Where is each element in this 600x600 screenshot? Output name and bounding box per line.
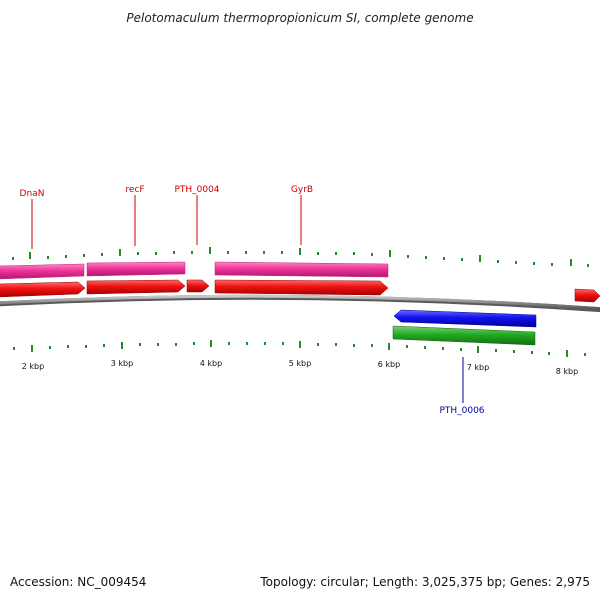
cds-arrow-pth-0004[interactable] — [186, 279, 210, 293]
tick-label-6kbp: 6 kbp — [378, 360, 400, 369]
tick-label-7kbp: 7 kbp — [467, 363, 489, 372]
gene-label-recf[interactable]: recF — [125, 185, 144, 195]
cds-arrow-dnan[interactable] — [0, 281, 86, 298]
forward-gene-track — [0, 261, 389, 280]
map-title: Pelotomaculum thermopropionicum SI, comp… — [126, 11, 473, 25]
accession-label: Accession: NC_009454 — [10, 575, 146, 589]
gene-feature[interactable] — [214, 261, 389, 278]
upper-ticks — [12, 247, 589, 267]
gene-label-leaders — [31, 195, 464, 403]
genome-summary-label: Topology: circular; Length: 3,025,375 bp… — [259, 575, 590, 589]
cds-arrow-recf[interactable] — [86, 279, 186, 295]
cds-arrow-pth-0006[interactable] — [393, 309, 537, 328]
cds-arrow[interactable] — [574, 288, 600, 303]
gene-feature[interactable] — [86, 261, 186, 277]
gene-label-pth-0006[interactable]: PTH_0006 — [439, 406, 484, 416]
gene-feature-pth-0006[interactable] — [392, 325, 536, 346]
gene-label-gyrb[interactable]: GyrB — [291, 185, 313, 195]
lower-ticks — [13, 340, 586, 357]
gene-label-dnan[interactable]: DnaN — [20, 189, 45, 199]
tick-label-5kbp: 5 kbp — [289, 359, 311, 368]
genome-backbone — [0, 294, 600, 311]
reverse-cds-track — [393, 309, 537, 328]
reverse-gene-track — [392, 325, 536, 346]
tick-label-2kbp: 2 kbp — [22, 362, 44, 371]
tick-label-4kbp: 4 kbp — [200, 359, 222, 368]
gene-feature[interactable] — [0, 263, 85, 280]
gene-label-pth-0004[interactable]: PTH_0004 — [174, 185, 219, 195]
forward-cds-track — [0, 279, 600, 303]
cds-arrow-gyrb[interactable] — [214, 279, 389, 296]
tick-label-3kbp: 3 kbp — [111, 359, 133, 368]
tick-label-8kbp: 8 kbp — [556, 367, 578, 376]
